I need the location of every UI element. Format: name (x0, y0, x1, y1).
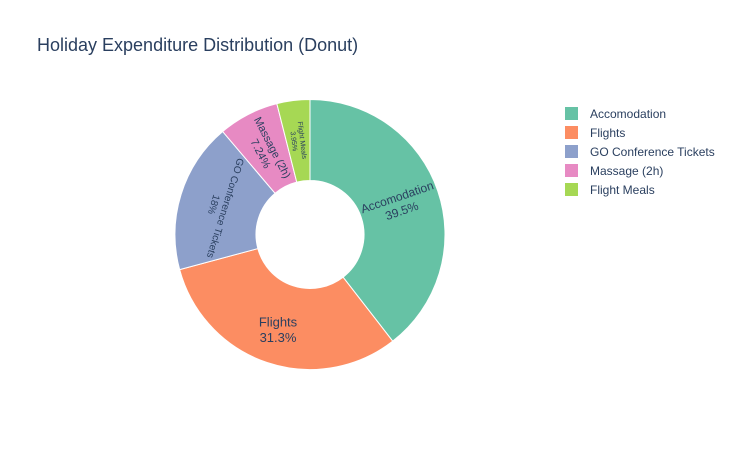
slice-go-conference-tickets[interactable] (174, 130, 276, 271)
slice-label-percent: 31.3% (260, 330, 297, 345)
legend-swatch (565, 107, 578, 120)
legend: Accomodation Flights GO Conference Tickets… (565, 107, 715, 197)
legend-label: Flight Meals (590, 183, 655, 197)
slice-label-percent: 3.95% (288, 131, 297, 152)
legend-item-go-conference-tickets[interactable]: GO Conference Tickets (565, 145, 715, 159)
chart-title: Holiday Expenditure Distribution (Donut) (37, 35, 358, 55)
legend-swatch (565, 183, 578, 196)
donut-slices (174, 98, 446, 370)
legend-swatch (565, 126, 578, 139)
legend-swatch (565, 164, 578, 177)
slice-label-name: Flight Meals (296, 121, 308, 160)
slice-accomodation[interactable] (309, 98, 446, 342)
slice-flights[interactable] (179, 247, 394, 370)
legend-item-accomodation[interactable]: Accomodation (565, 107, 666, 121)
legend-item-massage-2h[interactable]: Massage (2h) (565, 164, 663, 178)
legend-label: GO Conference Tickets (590, 145, 715, 159)
legend-label: Accomodation (590, 107, 666, 121)
slice-flight-meals[interactable] (276, 98, 311, 183)
legend-item-flight-meals[interactable]: Flight Meals (565, 183, 655, 197)
legend-label: Flights (590, 126, 625, 140)
slice-label-name: Flights (259, 315, 298, 330)
legend-label: Massage (2h) (590, 164, 663, 178)
legend-item-flights[interactable]: Flights (565, 126, 625, 140)
legend-swatch (565, 145, 578, 158)
